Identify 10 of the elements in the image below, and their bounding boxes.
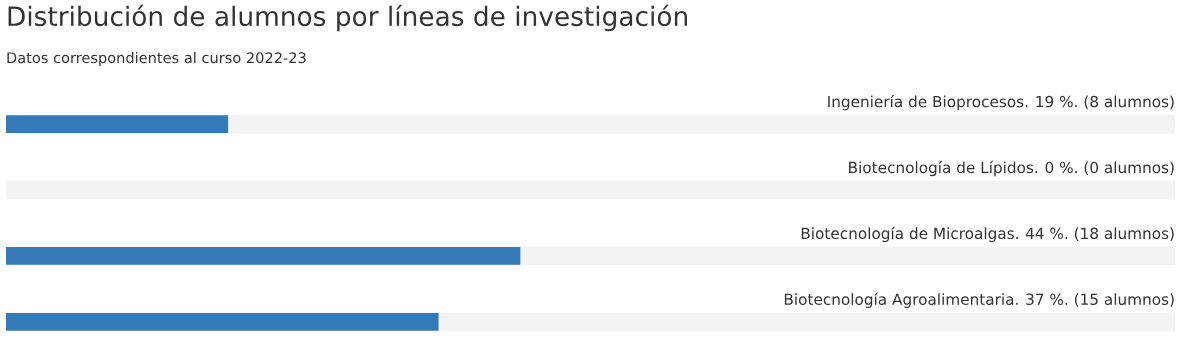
y-tick-label: Biotecnología de Lípidos. [849, 160, 1038, 177]
y-tick-label: Biotecnología Agroalimentaria. [784, 292, 1018, 308]
chart-title: Distribución de alumnos por líneas de investigación [8, 4, 687, 32]
data-label: 19 %. (8 alumnos) [1036, 95, 1174, 110]
y-tick-label: Ingeniería de Bioprocesos. [828, 94, 1028, 111]
data-label: 0 %. (0 alumnos) [1045, 161, 1174, 176]
chart-subtitle: Datos correspondientes al curso 2022-23 [7, 51, 306, 67]
y-tick-label: Biotecnología de Microalgas. [801, 226, 1018, 243]
data-label: 44 %. (18 alumnos) [1025, 227, 1174, 241]
data-label: 37 %. (15 alumnos) [1026, 293, 1174, 307]
